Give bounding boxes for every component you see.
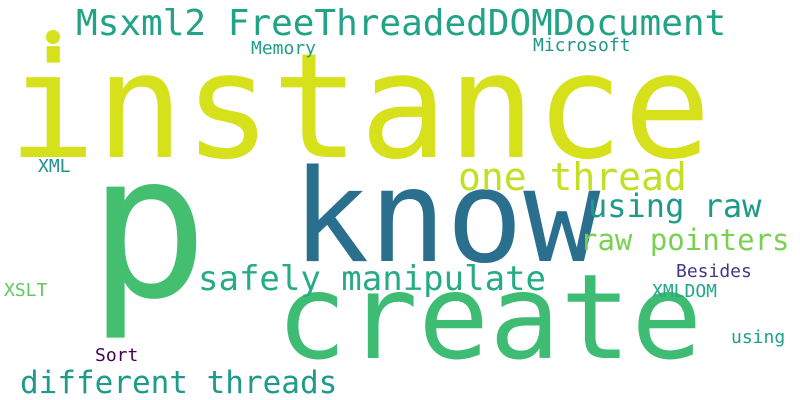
word-memory: Memory (251, 38, 317, 59)
word-create: create (276, 248, 703, 386)
word-sort: Sort (95, 345, 139, 366)
word-p: p (88, 111, 209, 344)
word-using-raw: using raw (588, 187, 762, 225)
word-one-thread: one thread (458, 155, 687, 199)
word-know: know (292, 143, 601, 292)
word-different-threads: different threads (20, 365, 338, 400)
word-using: using (731, 327, 786, 348)
dot-mark (46, 30, 60, 44)
word-xmldom: XMLDOM (652, 281, 718, 302)
word-xml: XML (38, 156, 71, 177)
word-besides: Besides (676, 261, 752, 282)
word-safely-manipulate: safely manipulate (198, 259, 546, 299)
word-xslt: XSLT (4, 280, 48, 301)
word-microsoft: Microsoft (533, 35, 631, 56)
word-raw-pointers: raw pointers (580, 223, 790, 257)
word-instance: instance (8, 22, 712, 192)
word-msxml2-freethreadeddomdocument: Msxml2 FreeThreadedDOMDocument (76, 3, 727, 44)
